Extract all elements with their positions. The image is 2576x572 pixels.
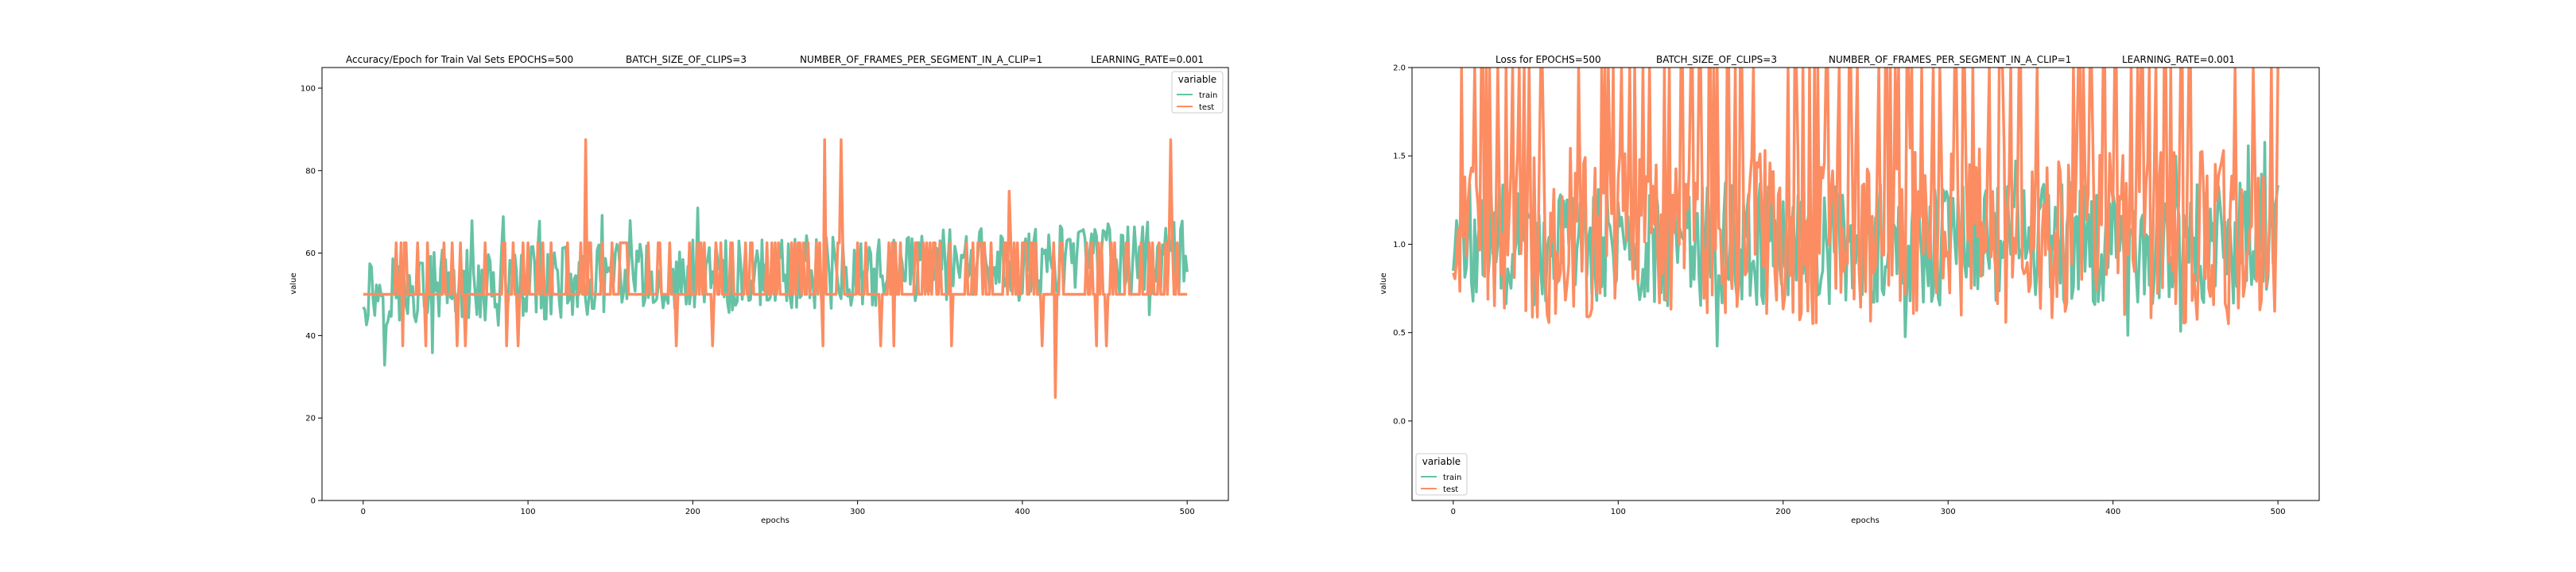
y-tick-label: 0 (311, 497, 316, 506)
chart-title-part: BATCH_SIZE_OF_CLIPS=3 (1656, 54, 1777, 65)
x-axis-label: epochs (1851, 516, 1880, 525)
y-tick-label: 0.0 (1393, 417, 1406, 426)
y-tick-label: 40 (305, 332, 316, 341)
legend-label-train: train (1443, 473, 1461, 482)
chart-title-part: Loss for EPOCHS=500 (1496, 54, 1601, 65)
x-tick-label: 500 (1180, 508, 1195, 516)
x-tick-label: 0 (361, 508, 366, 516)
x-tick-label: 400 (2105, 508, 2120, 516)
loss-chart: Loss for EPOCHS=500 BATCH_SIZE_OF_CLIPS=… (1379, 54, 2320, 525)
plot-frame (1411, 67, 2320, 501)
legend: variable train test (1171, 71, 1224, 114)
series-line-test (1452, 68, 2279, 326)
chart-title-part: Accuracy/Epoch for Train Val Sets EPOCHS… (346, 54, 573, 65)
legend-label-test: test (1443, 485, 1458, 494)
y-tick-label: 60 (305, 249, 316, 258)
legend-box (1415, 453, 1468, 496)
y-axis-label: value (1379, 272, 1388, 294)
x-tick-label: 400 (1014, 508, 1030, 516)
legend-title: variable (1422, 456, 1461, 467)
x-tick-label: 0 (1451, 508, 1456, 516)
chart-title-part: NUMBER_OF_FRAMES_PER_SEGMENT_IN_A_CLIP=1 (800, 54, 1042, 65)
accuracy-chart: Accuracy/Epoch for Train Val Sets EPOCHS… (289, 54, 1229, 525)
axis-ticks: 0 100 200 300 400 500 0.0 0.5 1.0 1.5 2.0 (1393, 64, 2286, 517)
y-tick-label: 1.0 (1393, 241, 1406, 249)
y-tick-label: 100 (301, 84, 316, 93)
legend-label-test: test (1199, 103, 1214, 112)
y-tick-label: 0.5 (1393, 329, 1406, 338)
x-tick-label: 300 (850, 508, 865, 516)
legend-box (1171, 71, 1224, 114)
series-layer (1452, 68, 2279, 348)
series-line-test (363, 138, 1188, 399)
x-tick-label: 100 (521, 508, 536, 516)
legend-label-train: train (1199, 91, 1217, 100)
y-tick-label: 20 (305, 415, 316, 423)
y-tick-label: 1.5 (1393, 153, 1406, 161)
axis-ticks: 0 100 200 300 400 500 0 20 40 60 80 100 (301, 84, 1195, 516)
series-line-train (362, 207, 1189, 367)
x-tick-label: 200 (1775, 508, 1790, 516)
legend-title: variable (1178, 74, 1216, 85)
chart-title-part: LEARNING_RATE=0.001 (1091, 54, 1204, 65)
chart-title-part: NUMBER_OF_FRAMES_PER_SEGMENT_IN_A_CLIP=1 (1829, 54, 2071, 65)
plot-frame (321, 67, 1229, 501)
x-axis-label: epochs (761, 516, 789, 525)
chart-title-part: BATCH_SIZE_OF_CLIPS=3 (626, 54, 747, 65)
legend: variable train test (1415, 453, 1468, 496)
x-tick-label: 500 (2271, 508, 2286, 516)
y-axis-label: value (289, 272, 298, 294)
x-tick-label: 200 (685, 508, 700, 516)
series-layer (362, 138, 1189, 399)
x-tick-label: 300 (1941, 508, 1956, 516)
x-tick-label: 100 (1611, 508, 1626, 516)
chart-title-part: LEARNING_RATE=0.001 (2122, 54, 2235, 65)
y-tick-label: 2.0 (1393, 64, 1406, 73)
y-tick-label: 80 (305, 167, 316, 176)
